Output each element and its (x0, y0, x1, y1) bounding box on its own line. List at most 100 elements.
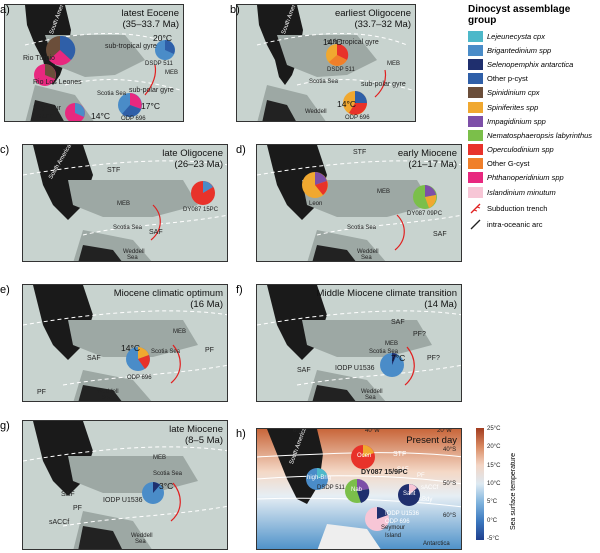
label-f-scotia: Scotia Sea (369, 349, 399, 355)
panel-h-map (257, 429, 461, 549)
legend-item: Lejeunecysta cpx (468, 29, 600, 43)
panel-c-title1: late Oligocene (162, 148, 223, 159)
label-e-saf: SAF (87, 355, 101, 362)
panel-f-title1: Middle Miocene climate transition (316, 288, 457, 299)
colorbar-tick-label: 25°C (487, 426, 501, 432)
panel-c: late Oligocene (26–23 Ma) STF MEB SAF DY0… (22, 144, 228, 262)
label-h-ocen: Ocen (357, 453, 372, 459)
label-h-highbrig: high-Brig (307, 475, 332, 481)
legend-label: Spiniferites spp (487, 102, 539, 112)
panel-a-title1: latest Eocene (121, 8, 179, 19)
label-d-dy087: DY087 09PC (407, 211, 443, 217)
label-e-odp696: ODP 696 (127, 375, 152, 381)
panel-f: Middle Miocene climate transition (14 Ma)… (256, 284, 462, 402)
legend-swatch (468, 115, 483, 127)
legend-swatch (468, 129, 483, 141)
label-d-meb: MEB (377, 189, 391, 195)
panel-a-map (24, 5, 181, 121)
temp-g-3: 3°C (159, 481, 174, 491)
legend-swatch (468, 158, 483, 170)
panel-b-title2: (33.7–32 Ma) (354, 19, 411, 30)
panel-c-letter: c) (0, 144, 10, 156)
colorbar-tick-label: 10°C (487, 481, 501, 487)
legend-swatch (468, 58, 483, 70)
colorbar-tick-label: 20°C (487, 444, 501, 451)
label-f-iodp: IODP U1536 (335, 365, 375, 372)
panel-e: Miocene climatic optimum (16 Ma) MEB SAF … (22, 284, 228, 402)
subduction-trench-icon (470, 203, 481, 214)
legend-label: Other p-cyst (487, 74, 528, 84)
label-f-weddell: Weddell (361, 389, 383, 395)
panel-h-letter: h) (236, 428, 246, 440)
label-h-pf: PF (417, 473, 425, 479)
temp-a-14: 14°C (91, 111, 110, 121)
label-g-pf: PF (73, 505, 82, 512)
label-subpolar-gyre: sub-polar gyre (129, 87, 174, 94)
label-c-scotia: Scotia Sea (113, 225, 143, 231)
label-g-scotia: Scotia Sea (153, 471, 183, 477)
panel-c-title2: (26–23 Ma) (174, 159, 223, 170)
legend-swatch (468, 186, 483, 198)
label-h-40s: 40°S (443, 447, 457, 453)
legend-label: Impagidinium spp (487, 116, 546, 126)
label-h-dy087: DY087 15/9PC (361, 469, 408, 476)
label-c-saf: SAF (149, 229, 163, 236)
colorbar-tick-label: -5°C (487, 536, 500, 542)
label-b-dsdp511: DSDP 511 (327, 67, 355, 73)
label-e-meb: MEB (173, 329, 187, 335)
label-f-pf1: PF? (413, 331, 426, 338)
label-h-dsdp511: DSDP 511 (317, 485, 345, 491)
intra-oceanic-arc-icon (470, 219, 481, 230)
label-c-dy087: DY087 15PC (183, 207, 219, 213)
panel-g-title2: (8–5 Ma) (184, 435, 223, 446)
legend-item: Islandinium minutum (468, 185, 600, 199)
panel-b: earliest Oligocene (33.7–32 Ma) sub-tropi… (236, 4, 416, 122)
label-d-scotia: Scotia Sea (347, 225, 377, 231)
legend-item: Nematosphaeropsis labyrinthus (468, 128, 600, 142)
label-e-scotia: Scotia Sea (151, 349, 181, 355)
legend-label: Islandinium minutum (487, 187, 556, 197)
label-g-sea: Sea (135, 539, 146, 545)
sst-colorbar (476, 428, 484, 540)
legend-label: Spinidinium cpx (487, 88, 540, 98)
panel-b-map (256, 5, 413, 121)
legend-item: Impagidinium spp (468, 114, 600, 128)
panel-f-letter: f) (236, 284, 243, 296)
legend-label: Brigantedinium spp (487, 45, 552, 55)
label-meb: MEB (165, 70, 179, 76)
label-c-stf: STF (107, 167, 121, 174)
panel-f-map (257, 285, 461, 401)
label-h-seymour: Seymour (381, 525, 406, 531)
label-h-stf: STF (393, 451, 407, 458)
panel-a-title2: (35–33.7 Ma) (122, 19, 179, 30)
label-e-sea: Sea (101, 395, 112, 401)
temp-a-17: 17°C (141, 101, 160, 111)
panel-a: latest Eocene (35–33.7 Ma) Rio Turbio Rio… (4, 4, 184, 122)
label-e-pf: PF (205, 347, 214, 354)
legend-swatch (468, 30, 483, 42)
legend-swatch (468, 73, 483, 85)
label-f-sea: Sea (365, 395, 376, 401)
colorbar-tick-label: 5°C (487, 499, 498, 506)
colorbar-title: Sea surface temperature (510, 452, 517, 530)
label-h-odp696: ODP 696 (385, 519, 410, 525)
label-b-meb: MEB (387, 61, 401, 67)
label-h-40w: 40°W (365, 428, 380, 434)
panel-g-title1: late Miocene (169, 424, 223, 435)
label-b-odp696: ODP 696 (345, 115, 370, 121)
temp-e-14: 14°C (121, 343, 140, 353)
legend-item: Phthanoperidinium spp (468, 171, 600, 185)
label-b-weddell: Weddell (305, 109, 327, 115)
label-rio-los-leones: Rio Los Leones (33, 79, 82, 86)
colorbar-tick-label: 0°C (487, 517, 498, 524)
temp-a-20: 20°C (153, 33, 172, 43)
label-h-antarctica: Antarctica (423, 541, 450, 547)
panel-e-title2: (16 Ma) (190, 299, 223, 310)
label-h-sbdy: sBdy (419, 497, 433, 503)
legend-label: Selenopemphix antarctica (487, 59, 574, 69)
label-g-weddell: Weddell (131, 533, 153, 539)
label-e-weddell: Weddell (97, 389, 119, 395)
legend-label: Phthanoperidinium spp (487, 173, 564, 183)
panel-h: Present day 60°W 40°W 20°W 40°S 50°S 60°… (256, 428, 462, 550)
